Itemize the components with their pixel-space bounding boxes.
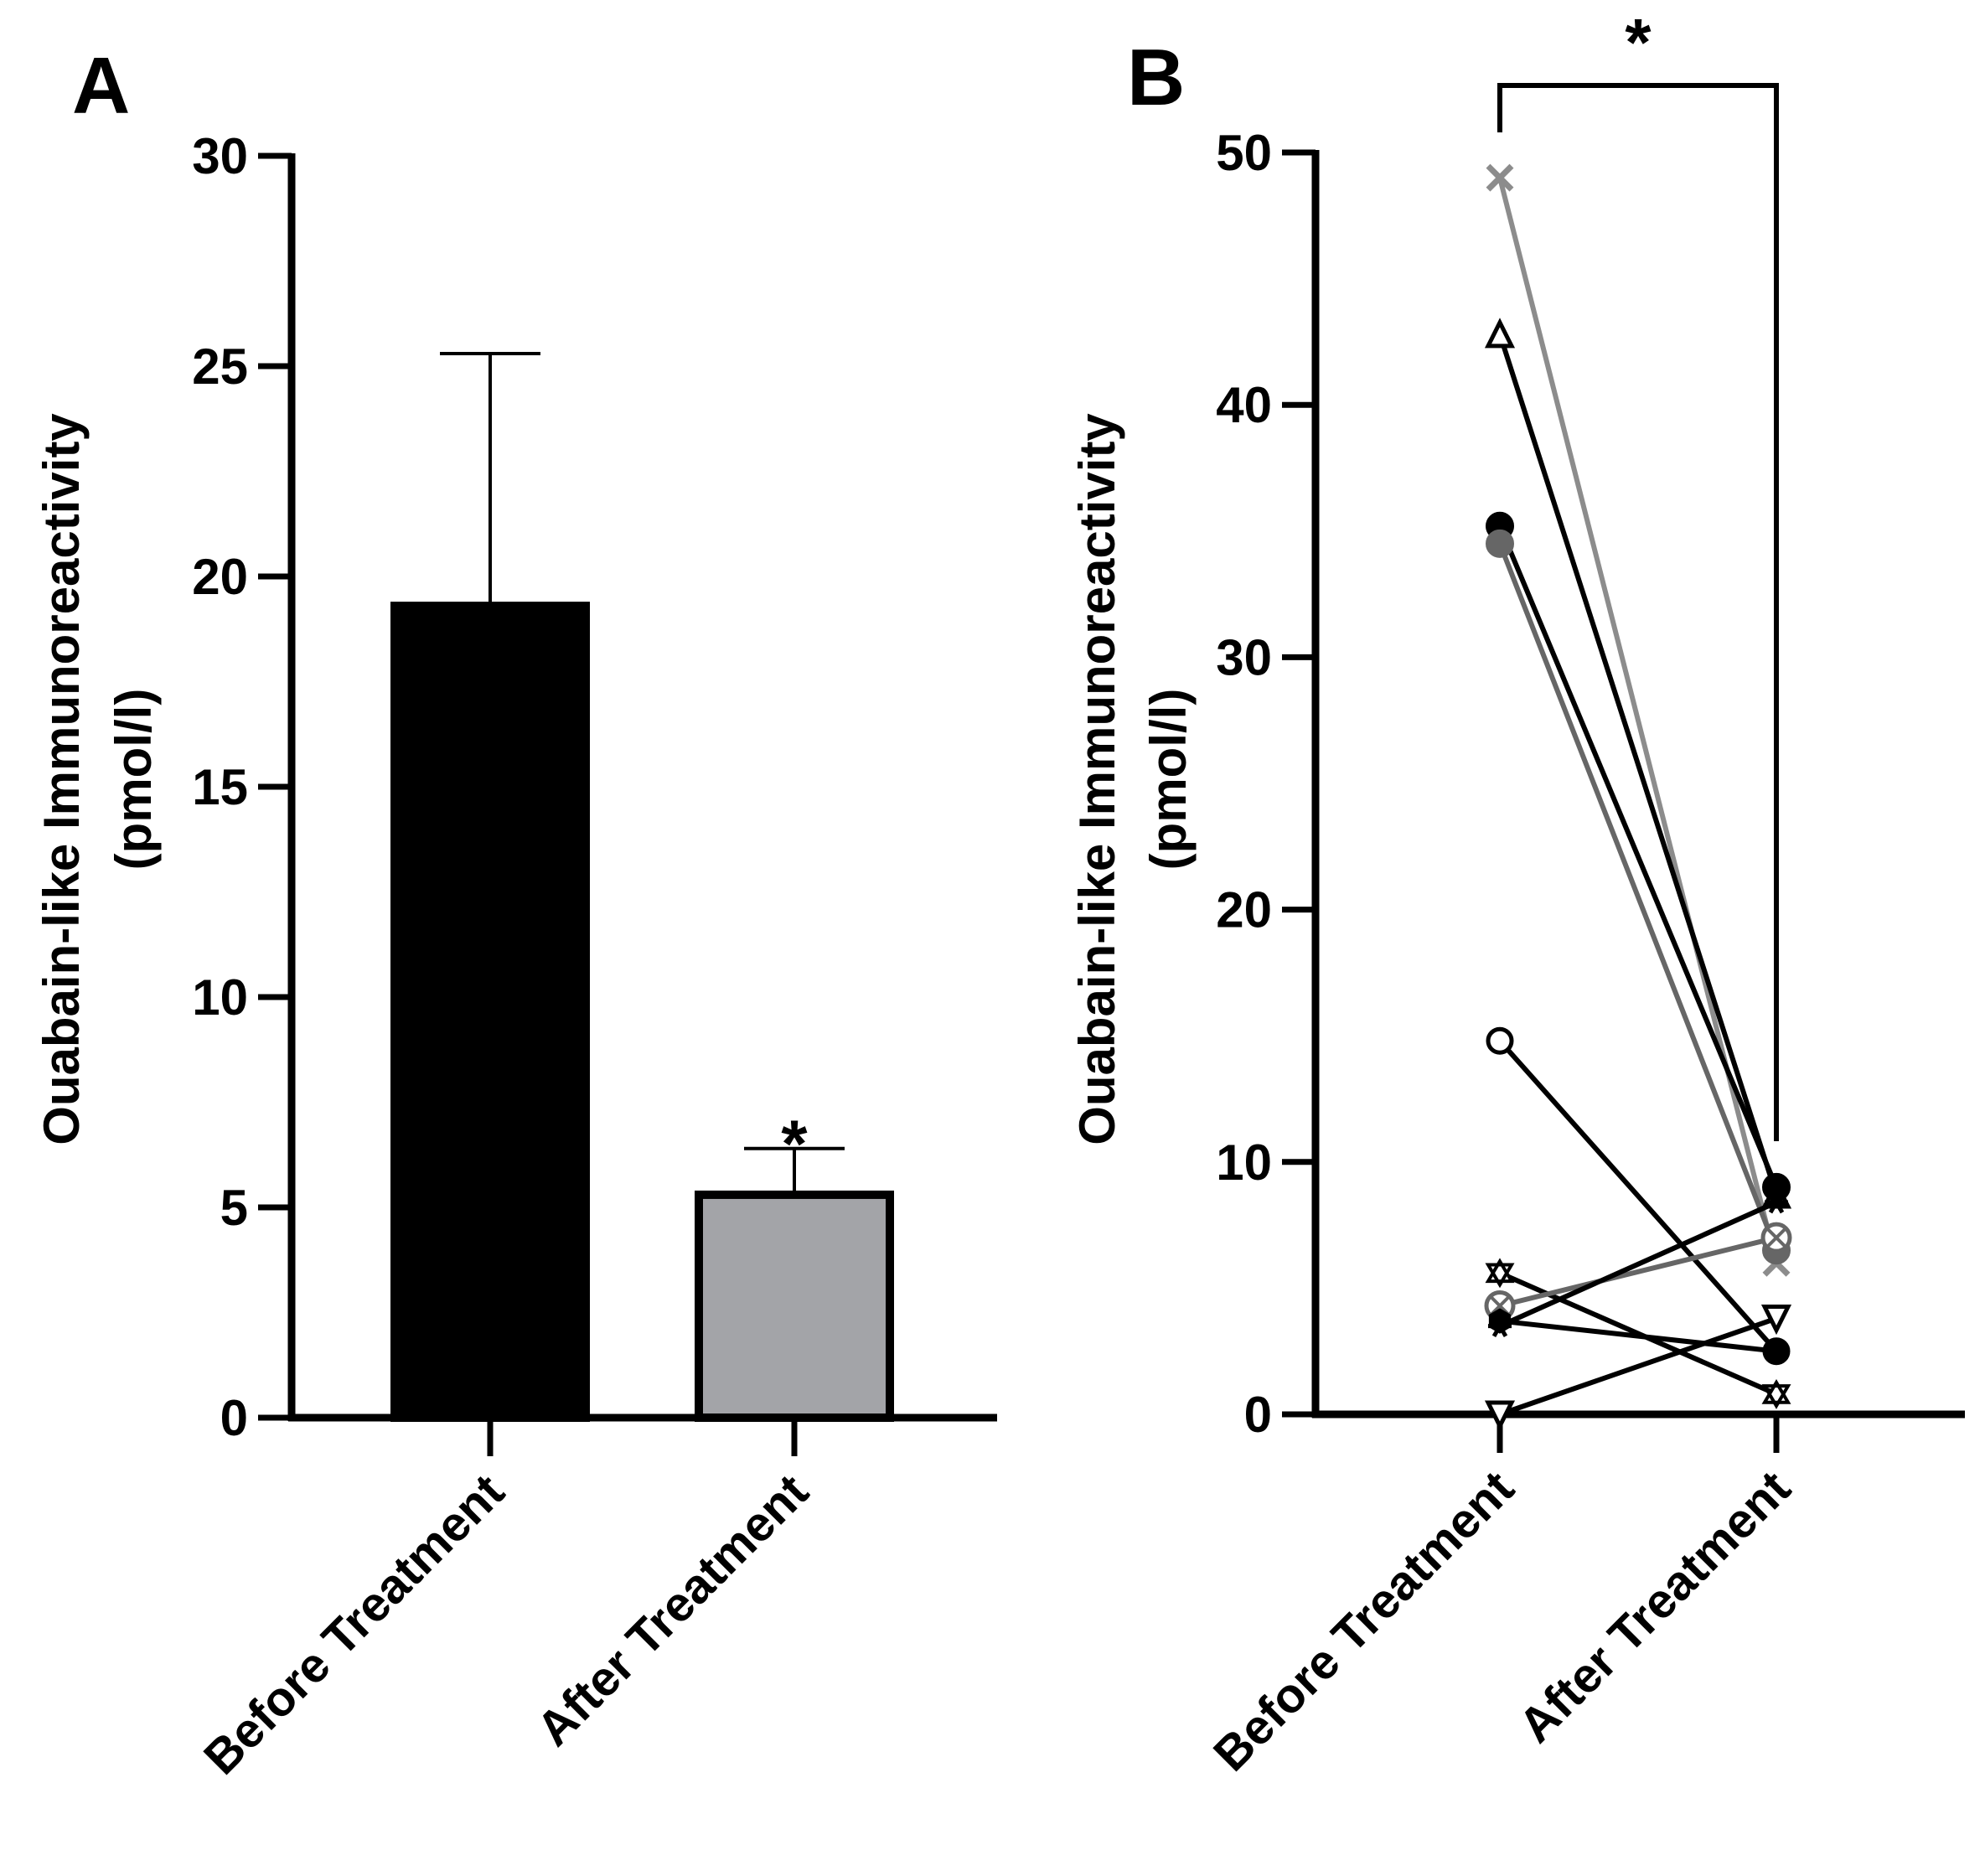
panel-b-series-line-10 (1499, 1315, 1777, 1417)
panel-a-bar-0 (390, 602, 590, 1422)
panel-a-y-tick-label-5: 25 (192, 339, 248, 395)
panel-b-significance-star: * (1625, 5, 1652, 80)
panel-a-category-label-0: Before Treatment (194, 1464, 514, 1785)
panel-b-series-line-5 (1497, 1039, 1779, 1353)
panel-b-series-line-1 (1497, 177, 1779, 1264)
panel-b-series-line-8 (1498, 1200, 1778, 1329)
panel-b-y-tick-label-5: 50 (1216, 125, 1272, 181)
panel-a-ylabel-line1: Ouabain-like Immunoreactivity (34, 413, 90, 1145)
panel-b-point-10-before-shape (1484, 1400, 1516, 1431)
panel-b-point-2-before (1484, 318, 1516, 349)
panel-b-point-3-after (1762, 1172, 1791, 1202)
panel-b-ylabel-line1: Ouabain-like Immunoreactivity (1069, 413, 1125, 1145)
panel-a-y-tick-label-0: 0 (220, 1390, 248, 1446)
panel-a-y-tick-label-1: 5 (220, 1180, 248, 1236)
panel-b-point-1-before (1486, 163, 1514, 192)
panel-b-point-9-before-shape (1488, 1308, 1512, 1334)
panel-a-y-tick-label-6: 30 (192, 128, 248, 184)
panel-b-y-tick-label-4: 40 (1216, 377, 1272, 433)
panel-b-point-7-after-cross (1766, 1227, 1786, 1248)
panel-letter-b: B (1127, 33, 1185, 122)
panel-b-point-6-before-shape-down (1485, 1263, 1515, 1289)
panel-b-point-9-after-shape (1765, 1338, 1788, 1364)
panel-a-ylabel-line2: (pmol/l) (106, 689, 162, 871)
panel-b-point-7-before-cross (1490, 1296, 1510, 1315)
panel-b-point-5-before-shape (1486, 1026, 1514, 1055)
panel-b-point-10-before (1484, 1400, 1516, 1431)
panel-b-point-6-after-shape-down (1761, 1384, 1791, 1409)
panel-b-point-6-after (1761, 1378, 1791, 1409)
panel-b-point-9-before (1488, 1308, 1512, 1334)
panel-b-point-6-before (1485, 1258, 1515, 1289)
panel-b-category-label-1: After Treatment (1508, 1460, 1801, 1753)
panel-b-y-tick-label-2: 20 (1216, 882, 1272, 938)
panel-a-bar-1 (695, 1190, 894, 1422)
panel-a-y-tick-label-2: 10 (192, 969, 248, 1026)
panel-b-point-10-after (1760, 1305, 1792, 1336)
panel-b-point-4-before-shape (1486, 529, 1514, 558)
panel-b-point-8-after-shape (1765, 1191, 1788, 1214)
panel-b-series-line-4 (1497, 542, 1779, 1252)
panel-b-significance-bracket (1497, 83, 1779, 1141)
panel-a-y-tick-label-4: 20 (192, 549, 248, 605)
panel-b-category-label-0: Before Treatment (1203, 1460, 1524, 1781)
panel-b-point-2-before-shape (1484, 318, 1516, 349)
panel-b-series-line-7 (1499, 1235, 1777, 1309)
panel-b-point-10-after-shape (1760, 1305, 1792, 1336)
panel-b-point-8-after (1765, 1191, 1788, 1214)
panel-b-series-line-2 (1497, 333, 1779, 1196)
panel-a-bar-chart: Ouabain-like Immunoreactivity (pmol/l) 0… (34, 128, 997, 1786)
panel-b-series-line-3 (1497, 525, 1779, 1189)
panel-a-significance-star: * (781, 1107, 808, 1181)
panel-b-y-tick-label-3: 30 (1216, 629, 1272, 685)
panel-b-point-9-after (1765, 1338, 1788, 1364)
panel-a-category-label-1: After Treatment (526, 1464, 819, 1756)
panel-letter-a: A (72, 41, 130, 131)
panel-b-series-line-9 (1499, 1318, 1777, 1354)
panel-b-y-tick-label-0: 0 (1244, 1387, 1272, 1443)
panel-b-line-chart: Ouabain-like Immunoreactivity (pmol/l) 0… (1069, 5, 1965, 1782)
panel-b-point-4-before (1486, 529, 1514, 558)
panel-b-point-3-after-shape (1762, 1172, 1791, 1202)
panel-b-point-5-before (1486, 1026, 1514, 1055)
panel-b-y-tick-label-1: 10 (1216, 1134, 1272, 1191)
panel-b-ylabel-line2: (pmol/l) (1140, 689, 1197, 871)
panel-a-y-tick-label-3: 15 (192, 759, 248, 815)
panel-b-point-7-after (1760, 1222, 1792, 1253)
panel-b-point-1-before-shape (1486, 163, 1514, 192)
